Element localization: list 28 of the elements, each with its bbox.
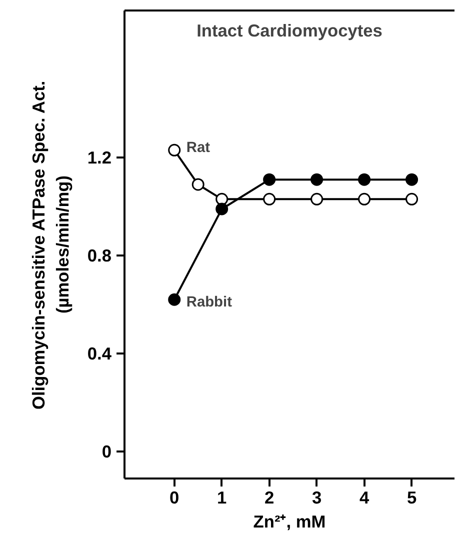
point: [263, 192, 276, 206]
point: [216, 192, 228, 206]
series-label: Rabbit: [186, 294, 232, 311]
point: [310, 173, 324, 186]
x-tick-label: 4: [359, 488, 370, 508]
point: [263, 173, 276, 186]
point: [310, 192, 324, 206]
x-axis-title: Zn²⁺, mM: [253, 512, 326, 532]
point: [168, 144, 181, 156]
point: [358, 173, 371, 186]
y-axis-title: Oligomycin-sensitive ATPase Spec. Act. (µmoles/min/mg): [28, 80, 72, 410]
x-tick-label: 0: [170, 488, 180, 508]
y-tick-label: 0: [102, 442, 112, 462]
text: Intact Cardiomyocytes: [196, 20, 382, 40]
point: [168, 293, 181, 306]
point: [406, 192, 418, 206]
series-label: Rat: [186, 140, 210, 156]
y-tick-label: 0.8: [87, 246, 112, 266]
y-tick-label: 1.2: [87, 148, 112, 168]
point: [192, 178, 204, 191]
point: [216, 202, 228, 216]
x-tick-label: 1: [217, 488, 228, 508]
point: [358, 192, 371, 206]
y-tick-label: 0.4: [87, 344, 112, 364]
x-tick-label: 2: [264, 488, 274, 508]
x-tick-label: 3: [312, 488, 322, 508]
x-tick-label: 5: [406, 488, 417, 508]
point: [406, 173, 418, 186]
